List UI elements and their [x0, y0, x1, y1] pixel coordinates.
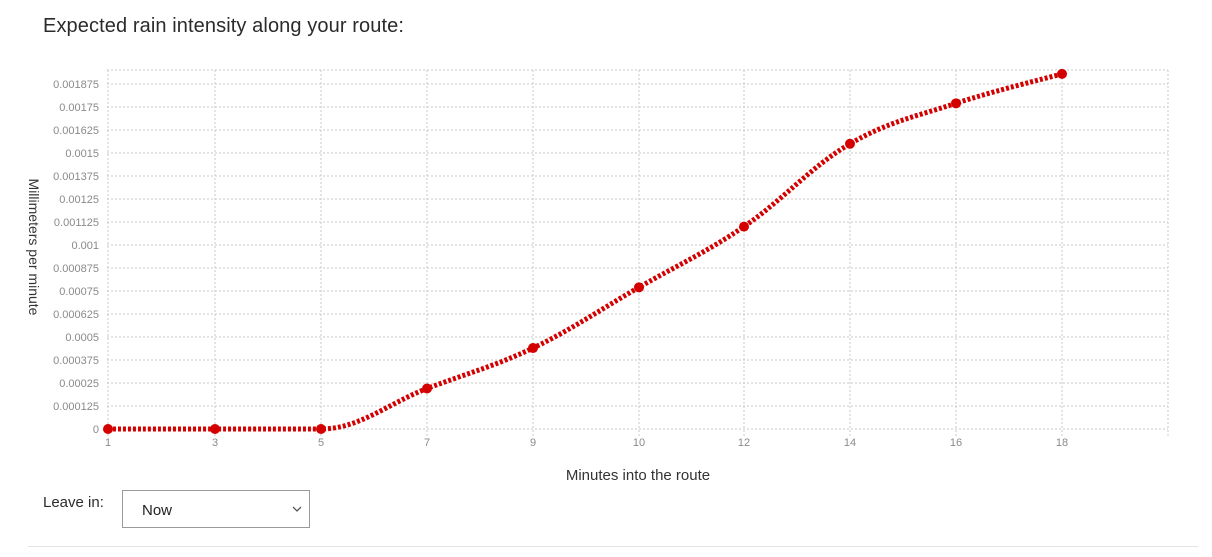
data-point: [739, 221, 749, 232]
x-tick-labels: 1 3 5 7 9 10 12 14 16 18: [105, 437, 1068, 449]
y-tick-label: 0.001375: [53, 171, 99, 183]
y-tick-label: 0.0005: [65, 332, 99, 344]
leave-in-label: Leave in:: [43, 494, 104, 511]
series-layer: [103, 68, 1067, 434]
x-tick-label: 9: [530, 437, 536, 449]
x-tick-label: 5: [318, 437, 324, 449]
y-tick-label: 0: [93, 424, 99, 436]
x-tick-label: 1: [105, 437, 111, 449]
y-tick-label: 0.000625: [53, 309, 99, 321]
leave-in-selected-value: Now: [142, 502, 173, 519]
x-tick-label: 10: [633, 437, 645, 449]
y-tick-label: 0.001: [71, 240, 99, 252]
x-tick-label: 18: [1056, 437, 1068, 449]
x-tick-label: 7: [424, 437, 430, 449]
data-point: [422, 383, 432, 394]
data-point: [103, 424, 113, 434]
y-tick-labels: 0 0.000125 0.00025 0.000375 0.0005 0.000625 0.…: [53, 79, 99, 436]
y-tick-label: 0.00175: [59, 102, 99, 114]
y-axis-label: Millimeters per minute: [26, 179, 42, 316]
y-tick-label: 0.00075: [59, 286, 99, 298]
grid: [107, 69, 1169, 437]
chevron-down-icon: [292, 506, 302, 512]
y-tick-label: 0.000125: [53, 401, 99, 413]
x-tick-label: 12: [738, 437, 750, 449]
x-tick-label: 14: [844, 437, 856, 449]
data-point: [316, 424, 326, 434]
x-tick-label: 3: [212, 437, 218, 449]
y-tick-label: 0.00125: [59, 194, 99, 206]
data-point: [528, 343, 538, 354]
y-tick-label: 0.000875: [53, 263, 99, 275]
divider: [28, 546, 1198, 547]
data-point: [845, 138, 855, 149]
data-point: [951, 98, 961, 109]
y-tick-label: 0.001875: [53, 79, 99, 91]
y-tick-label: 0.001125: [54, 217, 99, 229]
series-line: [107, 71, 1063, 432]
leave-in-select[interactable]: Now: [122, 490, 310, 528]
y-tick-label: 0.0015: [65, 148, 99, 160]
y-tick-label: 0.00025: [59, 378, 99, 390]
y-tick-label: 0.000375: [53, 355, 99, 367]
x-tick-label: 16: [950, 437, 962, 449]
y-tick-label: 0.001625: [53, 125, 99, 137]
rain-intensity-chart: 0 0.000125 0.00025 0.000375 0.0005 0.000625 0.…: [26, 68, 1169, 484]
chart-title: Expected rain intensity along your route…: [43, 15, 404, 37]
data-point: [1057, 68, 1067, 79]
data-point: [210, 424, 220, 434]
x-axis-label: Minutes into the route: [566, 467, 710, 484]
data-point: [634, 282, 644, 293]
